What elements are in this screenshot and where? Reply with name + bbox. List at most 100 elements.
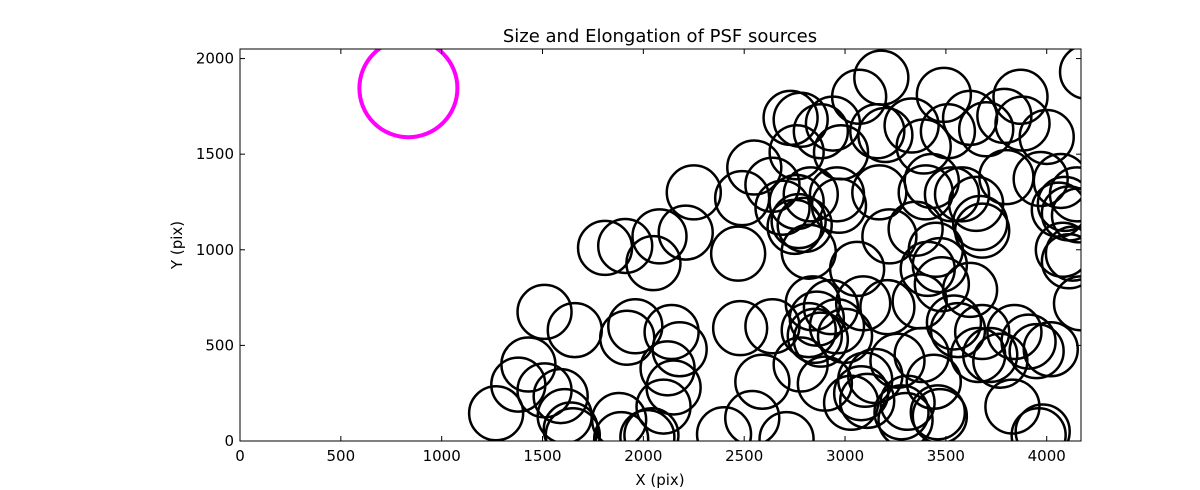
psf-source-circle (544, 407, 602, 441)
psf-source-circle (1036, 175, 1081, 233)
x-tick-label: 3000 (826, 447, 864, 465)
psf-source-circle (532, 367, 589, 425)
psf-source-circle (909, 384, 967, 441)
y-tick-label: 500 (205, 336, 234, 354)
psf-source-circle (657, 204, 714, 261)
psf-source-circle (859, 278, 916, 336)
x-tick-label: 1000 (423, 447, 461, 465)
y-tick-label: 1000 (196, 241, 234, 259)
x-axis: 0 500 1000 1500 2000 2500 3000 3500 4000 (235, 49, 1066, 465)
x-tick-label: 2500 (725, 447, 763, 465)
psf-source-circle (734, 353, 791, 410)
psf-source-circle (1050, 187, 1081, 244)
chart-title: Size and Elongation of PSF sources (503, 26, 817, 47)
psf-source-circle (861, 208, 918, 265)
psf-source-circle (853, 49, 910, 106)
data-marks (357, 49, 1081, 441)
psf-source-circle (1008, 322, 1065, 380)
psf-source-circle (1052, 275, 1081, 332)
x-tick-label: 2000 (624, 447, 662, 465)
psf-source-circle (467, 385, 525, 441)
psf-source-circle (768, 173, 825, 231)
psf-source-circle (754, 179, 811, 236)
psf-source-circle (645, 359, 702, 416)
psf-source-circle (812, 124, 870, 181)
psf-source-circle (590, 391, 648, 441)
psf-source-circle (941, 261, 999, 319)
psf-source-circle (911, 387, 969, 441)
psf-source-circle (542, 401, 599, 441)
psf-source-circle (711, 299, 769, 357)
y-tick-label: 1500 (196, 145, 234, 163)
psf-source-circle (957, 101, 1015, 158)
psf-source-circle (635, 378, 692, 435)
psf-source-circle (838, 372, 896, 430)
psf-source-circle (643, 303, 700, 361)
x-tick-label: 4000 (1028, 447, 1066, 465)
psf-source-circle (1010, 407, 1067, 441)
psf-source-circle (1022, 320, 1079, 378)
psf-source-circle (792, 102, 850, 160)
psf-source-circle (1012, 150, 1069, 208)
psf-source-circle (709, 225, 767, 282)
psf-source-circle (695, 406, 753, 441)
psf-source-circle (925, 294, 983, 351)
psf-source-circle (516, 283, 573, 341)
psf-source-circle (665, 164, 723, 221)
psf-source-circle (923, 166, 981, 223)
psf-source-circle (1000, 313, 1057, 370)
psf-source-circle (1040, 233, 1081, 290)
psf-source-circle (619, 408, 676, 441)
psf-source-circle (758, 410, 815, 441)
psf-source-circle (830, 68, 888, 126)
psf-source-circle (782, 166, 840, 223)
psf-source-circle (546, 301, 604, 359)
psf-source-circle (780, 301, 837, 359)
psf-source-circle (639, 340, 696, 397)
psf-source-circle (911, 236, 969, 294)
psf-source-circle (596, 217, 654, 275)
psf-source-circle (905, 353, 963, 410)
psf-source-circle (873, 384, 930, 441)
psf-source-circle (770, 192, 827, 250)
psf-source-circle (792, 311, 850, 368)
psf-source-circle (986, 303, 1043, 361)
psf-source-circle (816, 307, 874, 365)
psf-source-circle (929, 301, 987, 359)
psf-source-circle (768, 124, 825, 181)
psf-source-circle (869, 332, 926, 389)
x-tick-label: 500 (327, 447, 356, 465)
psf-source-circle (1048, 166, 1081, 223)
psf-source-circle (623, 407, 680, 441)
psf-source-circle (933, 166, 991, 223)
psf-source-circle (961, 326, 1019, 384)
y-tick-label: 2000 (196, 50, 234, 68)
plot-frame (239, 48, 1082, 442)
psf-source-circle (1058, 49, 1081, 100)
psf-source-circle (877, 391, 934, 441)
psf-source-circle (992, 68, 1049, 126)
psf-source-circle (953, 303, 1011, 361)
psf-source-circle (828, 240, 886, 298)
psf-source-circle (625, 234, 682, 292)
x-tick-label: 3500 (927, 447, 965, 465)
psf-source-circle (651, 320, 708, 378)
psf-source-circle (883, 97, 940, 154)
psf-source-circle (1014, 403, 1071, 441)
psf-source-circle (607, 298, 664, 355)
psf-source-circle (772, 336, 829, 393)
x-tick-label: 0 (235, 447, 245, 465)
psf-source-circle (1032, 152, 1081, 210)
y-axis: 0 500 1000 1500 2000 (196, 50, 1081, 450)
x-tick-label: 1500 (523, 447, 561, 465)
x-axis-label: X (pix) (635, 471, 684, 489)
psf-source-circle (631, 208, 688, 265)
psf-source-circle (913, 255, 971, 313)
y-axis-label: Y (pix) (168, 221, 186, 270)
y-tick-label: 0 (224, 432, 234, 450)
psf-source-circle (592, 410, 650, 441)
psf-source-circle (857, 106, 914, 164)
psf-source-circle (713, 169, 771, 227)
psf-source-circle (1018, 108, 1075, 166)
